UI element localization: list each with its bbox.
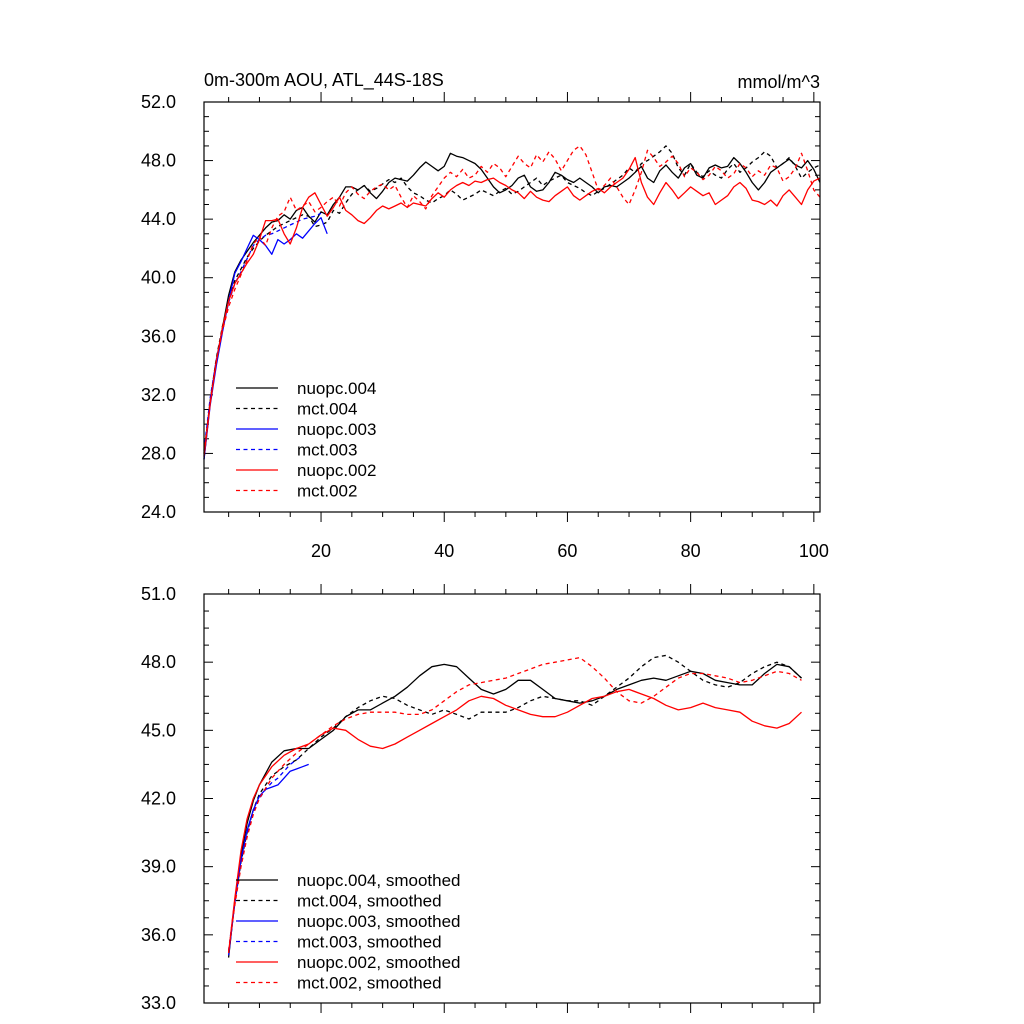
- x-tick-label: 100: [799, 541, 829, 561]
- y-tick-label: 39.0: [141, 857, 176, 877]
- y-tick-label: 52.0: [141, 92, 176, 112]
- tick-labels: 33.0 36.0 39.0 42.0 45.0 48.0 51.0: [141, 584, 176, 1013]
- series-line-mct-004-smoothed: [227, 654, 802, 954]
- top-panel: 0m-300m AOU, ATL_44S-18S mmol/m^3 24.0 28…: [141, 70, 829, 561]
- y-tick-label: 33.0: [141, 993, 176, 1013]
- legend-label: mct.004, smoothed: [297, 892, 442, 911]
- y-tick-label: 32.0: [141, 385, 176, 405]
- legend-label: mct.002, smoothed: [297, 974, 442, 993]
- legend-label: nuopc.003, smoothed: [297, 912, 461, 931]
- plot-frame: [203, 101, 821, 513]
- series-lines: [203, 145, 821, 460]
- y-tick-label: 36.0: [141, 326, 176, 346]
- legend-label: mct.002: [297, 482, 357, 501]
- bottom-panel: 33.0 36.0 39.0 42.0 45.0 48.0 51.0 nuopc.004, …: [141, 584, 821, 1013]
- series-line-mct-004: [203, 145, 821, 454]
- series-line-nuopc-003-smoothed: [227, 763, 309, 956]
- legend-label: mct.004: [297, 400, 357, 419]
- legend-label: mct.003, smoothed: [297, 933, 442, 952]
- axis-ticks: [204, 584, 820, 1013]
- y-tick-label: 44.0: [141, 209, 176, 229]
- series-line-mct-002-smoothed: [227, 656, 802, 951]
- tick-labels: 24.0 28.0 32.0 36.0 40.0 44.0 48.0 52.0 20 40 60 80…: [141, 92, 829, 561]
- y-tick-label: 28.0: [141, 443, 176, 463]
- legend-label: nuopc.003: [297, 420, 376, 439]
- y-tick-label: 40.0: [141, 268, 176, 288]
- y-tick-label: 48.0: [141, 652, 176, 672]
- y-tick-label: 45.0: [141, 720, 176, 740]
- y-tick-label: 24.0: [141, 502, 176, 522]
- y-tick-label: 48.0: [141, 151, 176, 171]
- plot-frame: [203, 593, 821, 1004]
- series-line-nuopc-002: [203, 156, 821, 457]
- x-tick-label: 20: [311, 541, 331, 561]
- y-tick-label: 42.0: [141, 789, 176, 809]
- legend-label: nuopc.002: [297, 461, 376, 480]
- x-tick-label: 40: [434, 541, 454, 561]
- legend-label: nuopc.004, smoothed: [297, 871, 461, 890]
- legend-label: nuopc.004: [297, 379, 376, 398]
- legend-label: nuopc.002, smoothed: [297, 953, 461, 972]
- series-line-nuopc-004: [203, 152, 821, 460]
- legend-label: mct.003: [297, 441, 357, 460]
- x-tick-label: 60: [557, 541, 577, 561]
- y-tick-label: 51.0: [141, 584, 176, 604]
- y-tick-label: 36.0: [141, 925, 176, 945]
- series-line-nuopc-002-smoothed: [227, 688, 802, 954]
- x-tick-label: 80: [681, 541, 701, 561]
- units-label: mmol/m^3: [738, 72, 820, 92]
- chart-title: 0m-300m AOU, ATL_44S-18S: [204, 70, 444, 91]
- series-lines: [227, 654, 802, 958]
